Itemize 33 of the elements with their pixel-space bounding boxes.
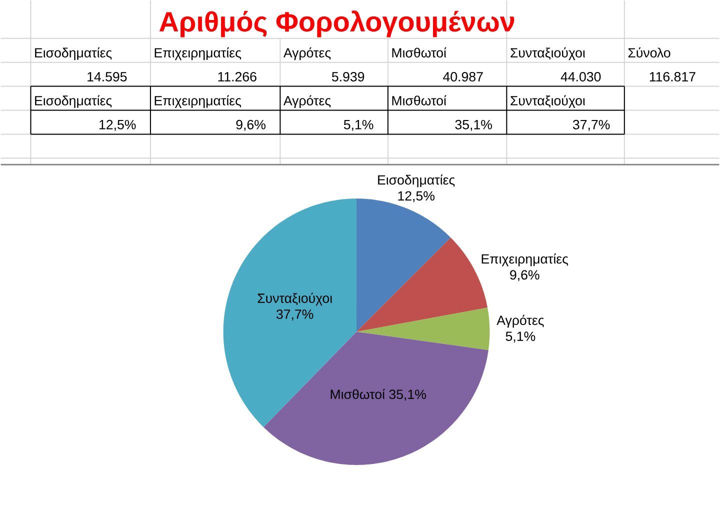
category-label: Συνταξιούχοι bbox=[510, 95, 586, 108]
category-label: Εισοδηματίες bbox=[35, 95, 112, 108]
data-label: 44.030 bbox=[560, 72, 601, 82]
data-label: 5.939 bbox=[332, 72, 364, 82]
data-label: 35,1% bbox=[455, 120, 492, 131]
slice-label: Μισθωτοί bbox=[330, 388, 385, 399]
category-label: Συνταξιούχοι bbox=[510, 47, 586, 60]
category-label: Σύνολο bbox=[628, 47, 670, 58]
slice-label: Εισοδηματίες bbox=[378, 174, 455, 188]
data-label: 9,6% bbox=[236, 120, 266, 131]
data-label: 14.595 bbox=[88, 72, 127, 82]
data-label: 37,7% bbox=[572, 120, 610, 131]
category-label: Εισοδηματίες bbox=[35, 47, 112, 60]
data-label: 12,5% bbox=[398, 191, 434, 202]
data-label: 40.987 bbox=[443, 72, 483, 82]
data-label: 9,6% bbox=[510, 270, 540, 282]
data-label: 11.266 bbox=[218, 72, 256, 82]
data-label: 116.817 bbox=[650, 72, 696, 82]
data-label: 5,1% bbox=[344, 120, 374, 131]
category-label: Αγρότες bbox=[283, 95, 331, 108]
slice-label: Αγρότες bbox=[496, 314, 544, 328]
data-label: 12,5% bbox=[100, 120, 136, 131]
category-label: Επιχειρηματίες bbox=[154, 47, 242, 60]
text: Αριθμός Φορολογουμένων bbox=[159, 10, 514, 38]
category-label: Αγρότες bbox=[283, 47, 331, 60]
category-label: Μισθωτοί bbox=[392, 95, 446, 106]
category-label: Μισθωτοί bbox=[392, 47, 446, 58]
data-label: 37,7% bbox=[276, 309, 314, 320]
category-label: Επιχειρηματίες bbox=[154, 95, 242, 108]
slice-label: Επιχειρηματίες bbox=[482, 253, 568, 266]
data-label: 5,1% bbox=[506, 331, 536, 342]
data-label: 35,1% bbox=[389, 389, 426, 400]
slice-label: Συνταξιούχοι bbox=[258, 292, 332, 306]
